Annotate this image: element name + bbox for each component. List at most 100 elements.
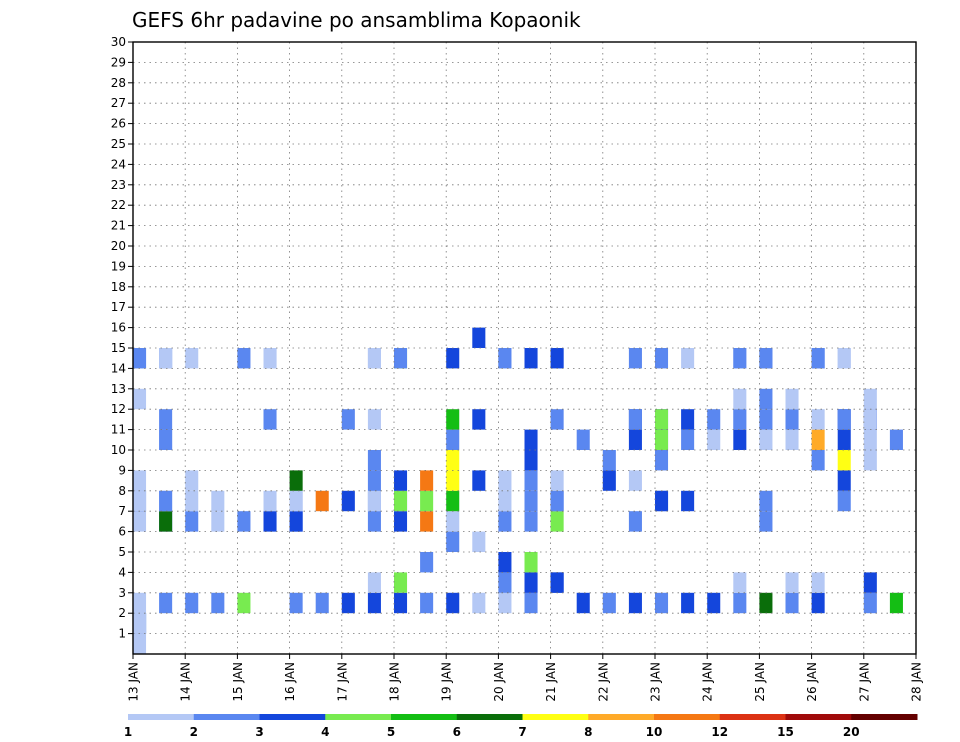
heatmap-cell: [498, 348, 512, 369]
heatmap-cell: [159, 348, 173, 369]
y-tick-label: 8: [118, 484, 126, 498]
heatmap-cell: [550, 348, 564, 369]
heatmap-cell: [289, 490, 303, 512]
heatmap-cell: [341, 409, 355, 430]
heatmap-cell: [733, 388, 747, 410]
y-tick-label: 11: [111, 423, 126, 437]
y-tick-label: 15: [111, 341, 126, 355]
heatmap-cell: [446, 429, 460, 450]
heatmap-cell: [785, 572, 799, 593]
heatmap-cell: [655, 490, 669, 512]
heatmap-cell: [733, 592, 747, 614]
heatmap-cell: [472, 531, 486, 552]
heatmap-cell: [837, 429, 851, 450]
heatmap-cell: [498, 592, 512, 614]
colorbar: 1 2 3 4 5 6 7 8 10 12 15 20: [124, 714, 918, 739]
heatmap-cell: [159, 592, 173, 614]
y-tick-label: 9: [118, 463, 126, 477]
heatmap-cell: [394, 348, 408, 369]
heatmap-cell: [628, 429, 642, 450]
y-tick-label: 29: [111, 55, 126, 69]
heatmap-cell: [446, 511, 460, 532]
y-tick-label: 21: [111, 219, 126, 233]
heatmap-cell: [263, 490, 277, 512]
x-tick-label: 17 JAN: [335, 662, 349, 702]
heatmap-cell: [159, 429, 173, 450]
heatmap-cell: [472, 470, 486, 491]
heatmap-cell: [576, 429, 590, 450]
heatmap-cell: [159, 511, 173, 532]
cells-layer: [133, 327, 903, 654]
y-tick-label: 7: [118, 504, 126, 518]
heatmap-cell: [133, 388, 147, 410]
heatmap-cell: [367, 409, 381, 430]
y-tick-label: 4: [118, 565, 126, 579]
heatmap-cell: [863, 450, 877, 471]
heatmap-cell: [289, 470, 303, 491]
colorbar-label: 2: [190, 725, 198, 739]
heatmap-cell: [837, 409, 851, 430]
heatmap-cell: [681, 592, 695, 614]
y-tick-label: 23: [111, 178, 126, 192]
heatmap-cell: [655, 592, 669, 614]
heatmap-cell: [785, 592, 799, 614]
heatmap-cell: [759, 592, 773, 614]
heatmap-cell: [446, 470, 460, 491]
colorbar-swatch: [785, 714, 852, 720]
heatmap-cell: [655, 429, 669, 450]
heatmap-cell: [420, 470, 434, 491]
heatmap-cell: [211, 592, 225, 614]
y-tick-label: 5: [118, 545, 126, 559]
heatmap-cell: [133, 348, 147, 369]
heatmap-cell: [446, 531, 460, 552]
x-tick-label: 15 JAN: [231, 662, 245, 702]
heatmap-cell: [628, 348, 642, 369]
x-tick-label: 26 JAN: [805, 662, 819, 702]
heatmap-cell: [681, 348, 695, 369]
y-tick-label: 20: [111, 239, 126, 253]
y-tick-label: 3: [118, 586, 126, 600]
heatmap-cell: [472, 592, 486, 614]
heatmap-cell: [237, 348, 251, 369]
heatmap-cell: [785, 388, 799, 410]
heatmap-cell: [472, 409, 486, 430]
heatmap-cell: [759, 388, 773, 410]
heatmap-cell: [133, 470, 147, 491]
heatmap-cell: [733, 409, 747, 430]
colorbar-swatch: [654, 714, 721, 720]
heatmap-cell: [133, 613, 147, 634]
x-tick-label: 21 JAN: [544, 662, 558, 702]
heatmap-cell: [863, 409, 877, 430]
y-tick-label: 30: [111, 35, 126, 49]
heatmap-cell: [446, 490, 460, 512]
heatmap-cell: [367, 450, 381, 471]
colorbar-swatch: [588, 714, 655, 720]
heatmap-cell: [628, 511, 642, 532]
heatmap-cell: [367, 572, 381, 593]
heatmap-cell: [524, 429, 538, 450]
heatmap-cell: [289, 592, 303, 614]
heatmap-cell: [811, 592, 825, 614]
colorbar-label: 10: [646, 725, 663, 739]
x-tick-label: 19 JAN: [440, 662, 454, 702]
y-tick-label: 24: [111, 157, 126, 171]
colorbar-label: 4: [321, 725, 329, 739]
y-tick-label: 1: [118, 627, 126, 641]
heatmap-cell: [341, 490, 355, 512]
heatmap-cell: [759, 409, 773, 430]
heatmap-cell: [263, 511, 277, 532]
x-tick-label: 24 JAN: [701, 662, 715, 702]
heatmap-cell: [237, 511, 251, 532]
x-tick-label: 20 JAN: [492, 662, 506, 702]
y-tick-label: 26: [111, 117, 126, 131]
colorbar-label: 15: [777, 725, 794, 739]
heatmap-cell: [133, 633, 147, 654]
heatmap-cell: [602, 470, 616, 491]
heatmap-cell: [550, 572, 564, 593]
x-tick-label: 14 JAN: [179, 662, 193, 702]
heatmap-cell: [420, 511, 434, 532]
x-tick-label: 25 JAN: [753, 662, 767, 702]
colorbar-swatch: [128, 714, 195, 720]
heatmap-cell: [524, 592, 538, 614]
